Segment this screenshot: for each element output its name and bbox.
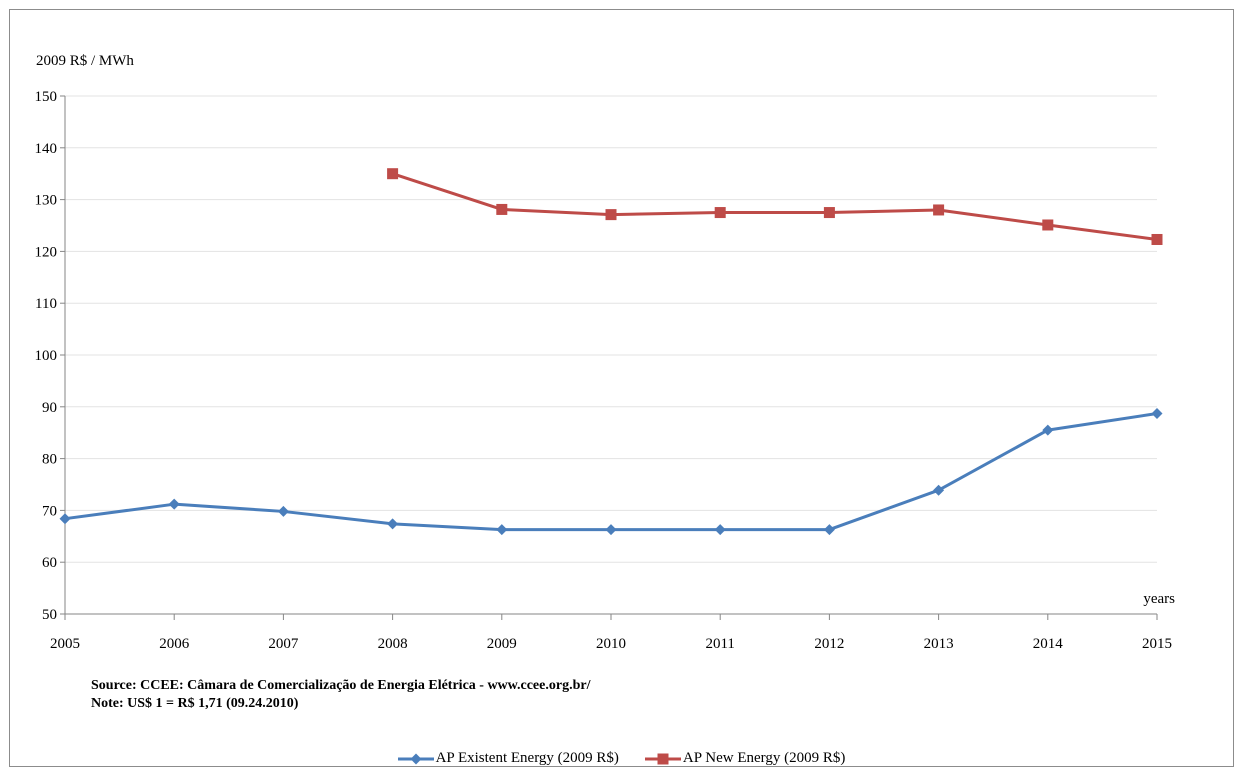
y-tick-label: 50 <box>42 607 57 623</box>
legend-diamond-marker-icon <box>397 753 434 764</box>
data-point-diamond <box>1151 408 1163 420</box>
y-tick-label: 130 <box>35 193 58 209</box>
data-point-diamond <box>605 524 617 536</box>
data-point-diamond <box>59 513 71 525</box>
legend-item-existent: AP Existent Energy (2009 R$) <box>397 750 619 767</box>
data-point-square <box>933 204 945 216</box>
series-line <box>392 172 1158 241</box>
legend-label-existent: AP Existent Energy (2009 R$) <box>435 750 619 766</box>
x-tick-label: 2011 <box>705 636 734 652</box>
exchange-rate-note: Note: US$ 1 = R$ 1,71 (09.24.2010) <box>91 696 299 711</box>
chart-notes: Source: CCEE: Câmara de Comercialização … <box>91 677 590 713</box>
data-point-square <box>605 209 617 221</box>
data-point-square <box>1151 233 1163 245</box>
x-tick-label: 2012 <box>814 636 844 652</box>
data-point-diamond <box>1042 424 1054 436</box>
data-point-diamond <box>496 524 508 536</box>
y-tick-label: 120 <box>35 244 58 260</box>
data-point-square <box>496 203 508 215</box>
y-tick-label: 150 <box>35 89 58 105</box>
y-axis-label: 2009 R$ / MWh <box>36 53 134 69</box>
x-tick-label: 2008 <box>378 636 408 652</box>
y-tick-label: 140 <box>35 141 58 157</box>
data-point-diamond <box>714 524 726 536</box>
legend-item-new: AP New Energy (2009 R$) <box>644 750 846 767</box>
data-point-diamond <box>168 498 180 510</box>
legend-label-new: AP New Energy (2009 R$) <box>682 750 846 766</box>
data-point-diamond <box>823 524 835 536</box>
y-tick-label: 70 <box>42 503 57 519</box>
data-point-diamond <box>277 505 289 517</box>
chart-frame <box>9 9 1234 767</box>
y-tick-label: 110 <box>35 296 57 312</box>
x-axis-label: years <box>1143 591 1175 607</box>
y-tick-label: 90 <box>42 400 57 416</box>
y-tick-label: 80 <box>42 452 57 468</box>
source-note: Source: CCEE: Câmara de Comercialização … <box>91 678 591 693</box>
x-tick-label: 2005 <box>50 636 80 652</box>
data-point-diamond <box>387 518 399 530</box>
x-tick-label: 2014 <box>1033 636 1064 652</box>
data-point-square <box>1042 219 1054 231</box>
legend-square-marker-icon <box>644 753 681 764</box>
x-tick-label: 2007 <box>268 636 299 652</box>
data-point-square <box>387 168 399 180</box>
y-tick-label: 100 <box>35 348 58 364</box>
y-tick-label: 60 <box>42 555 57 571</box>
chart-legend: AP Existent Energy (2009 R$) AP New Ener… <box>0 750 1243 767</box>
data-point-square <box>823 207 835 219</box>
x-tick-label: 2010 <box>596 636 626 652</box>
x-tick-label: 2006 <box>159 636 190 652</box>
data-point-square <box>714 207 726 219</box>
x-tick-label: 2013 <box>924 636 954 652</box>
series-1 <box>387 168 1163 245</box>
series-0 <box>59 408 1163 536</box>
series-line <box>64 412 1158 532</box>
x-tick-label: 2009 <box>487 636 517 652</box>
x-tick-label: 2015 <box>1142 636 1172 652</box>
data-point-diamond <box>933 484 945 496</box>
